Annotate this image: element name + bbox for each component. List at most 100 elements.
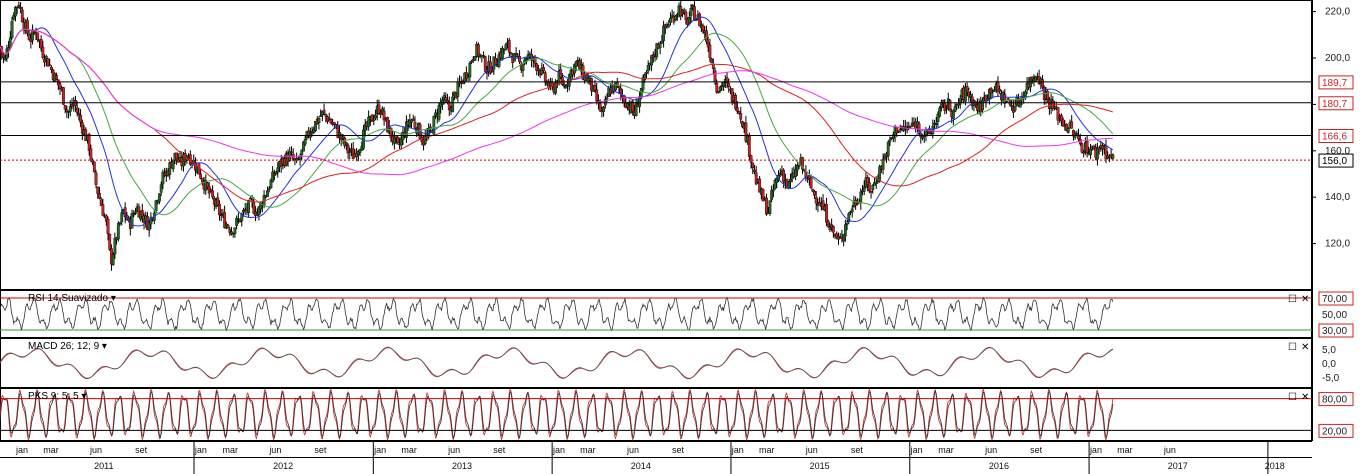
candle-body: [96, 186, 100, 194]
candle-body: [108, 234, 112, 250]
candle-body: [655, 43, 659, 58]
candle-body: [230, 231, 233, 235]
candle-body: [200, 178, 204, 183]
candle-body: [641, 77, 645, 90]
candle-body: [1013, 106, 1017, 111]
candle-body: [14, 6, 17, 17]
candle-body: [871, 184, 875, 191]
candle-body: [79, 114, 82, 123]
candle-body: [867, 182, 871, 192]
candle-body: [701, 25, 705, 32]
rsi-pane-frame: [0, 290, 1312, 338]
month-label: mar: [1117, 445, 1133, 455]
candle-body: [290, 151, 293, 153]
candle-body: [595, 89, 599, 102]
candle-body: [158, 193, 161, 202]
close-icon[interactable]: ✕: [1301, 392, 1309, 403]
reference-badge-label: 180,7: [1322, 99, 1347, 110]
month-label: jun: [1163, 445, 1176, 455]
candle-body: [898, 128, 902, 131]
candle-body: [881, 159, 885, 170]
candle-body: [267, 188, 271, 190]
candle-body: [854, 199, 858, 206]
candle-body: [1010, 105, 1014, 107]
candle-body: [1060, 115, 1063, 122]
candle-body: [557, 70, 561, 85]
candle-body: [897, 130, 900, 133]
candle-body: [842, 233, 846, 242]
close-icon[interactable]: ✕: [1301, 342, 1309, 353]
candle-body: [423, 136, 427, 144]
candle-body: [514, 53, 518, 55]
candle-body: [855, 202, 859, 205]
candle-body: [444, 97, 448, 101]
month-label: mar: [938, 445, 954, 455]
month-label: set: [1030, 445, 1043, 455]
close-icon[interactable]: ✕: [1301, 294, 1309, 305]
candle-body: [828, 226, 832, 230]
rsi-title[interactable]: RSI 14 Suavizado ▾: [28, 293, 116, 304]
candle-body: [873, 182, 876, 186]
candle-body: [850, 208, 854, 213]
candle-body: [111, 254, 115, 265]
candle-body: [252, 202, 256, 214]
macd-title[interactable]: MACD 26; 12; 9 ▾: [28, 341, 107, 352]
candle-body: [62, 87, 65, 105]
month-label: set: [672, 445, 685, 455]
candle-body: [951, 110, 955, 119]
candle-body: [795, 165, 799, 171]
candle-body: [542, 67, 545, 71]
candle-body: [814, 197, 818, 204]
candle-body: [447, 101, 451, 110]
candle-body: [562, 84, 566, 87]
level-badge-label: 30,00: [1322, 326, 1347, 337]
candle-body: [101, 204, 105, 216]
month-label: jun: [805, 445, 818, 455]
candle-body: [787, 181, 791, 188]
candle-body: [811, 188, 815, 192]
candle-body: [504, 44, 508, 51]
candle-body: [235, 218, 239, 226]
reference-badge: [1318, 153, 1354, 168]
candle-body: [734, 94, 738, 109]
pks-title[interactable]: PKS 9; 5; 5 ▾: [28, 391, 86, 402]
month-label: mar: [759, 445, 775, 455]
candle-body: [869, 190, 873, 193]
maximize-icon[interactable]: ☐: [1288, 342, 1297, 353]
level-badge: [1318, 423, 1354, 438]
level-badge: [1318, 392, 1354, 407]
candle-body: [943, 103, 947, 111]
candle-body: [1046, 91, 1050, 100]
candle-body: [228, 228, 232, 233]
candle-body: [389, 127, 393, 138]
year-label: 2012: [273, 461, 293, 471]
candle-body: [118, 222, 122, 225]
candle-body: [19, 7, 22, 9]
candle-body: [874, 182, 878, 184]
candle-body: [939, 102, 943, 109]
candle-body: [257, 206, 261, 215]
candle-body: [425, 134, 429, 139]
candle-body: [319, 115, 323, 117]
candle-body: [168, 162, 172, 175]
candle-body: [761, 189, 765, 202]
candle-body: [501, 48, 504, 59]
candle-body: [31, 29, 34, 41]
candle-body: [89, 148, 93, 160]
candle-body: [602, 106, 605, 112]
candle-body: [363, 123, 367, 131]
candle-body: [674, 15, 677, 21]
maximize-icon[interactable]: ☐: [1288, 294, 1297, 305]
month-label: jan: [15, 445, 28, 455]
candle-body: [113, 237, 117, 255]
candle-body: [669, 17, 672, 23]
candle-body: [320, 110, 324, 116]
candle-body: [302, 141, 305, 152]
macd-signal-line: [0, 347, 1113, 379]
candle-body: [535, 63, 539, 71]
month-label: jan: [194, 445, 207, 455]
candle-body: [797, 165, 801, 167]
candle-body: [891, 134, 895, 139]
maximize-icon[interactable]: ☐: [1288, 392, 1297, 403]
